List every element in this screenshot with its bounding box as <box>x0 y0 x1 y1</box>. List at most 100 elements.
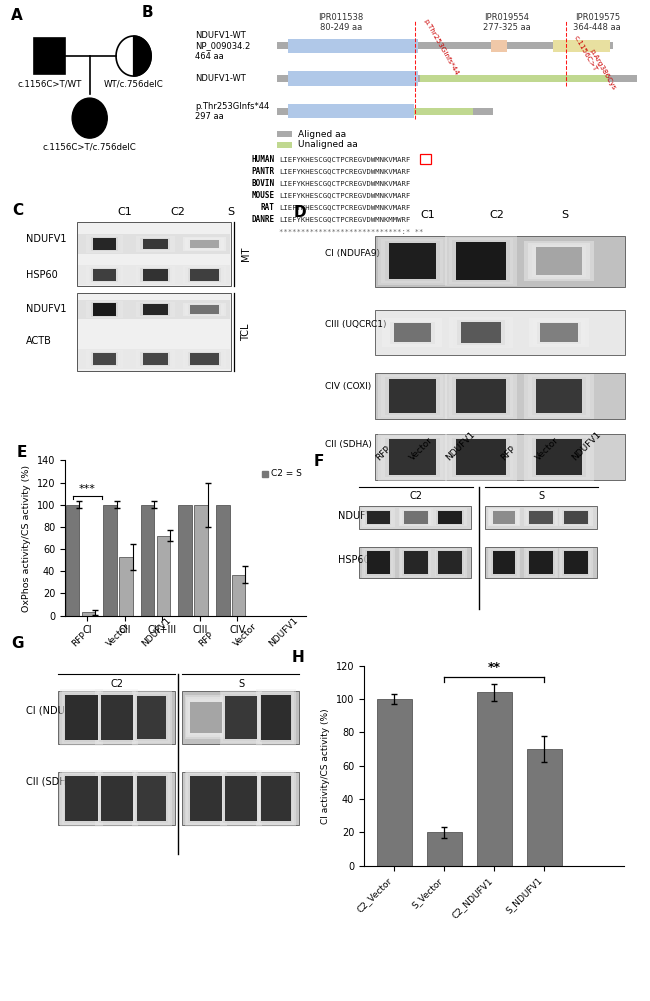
Text: RAT: RAT <box>261 203 274 212</box>
Text: NDUFV1: NDUFV1 <box>338 512 378 522</box>
Text: LIEFYKHESCGQCTPCREGVDWMNKVMARF: LIEFYKHESCGQCTPCREGVDWMNKVMARF <box>279 180 410 186</box>
Bar <box>141 505 155 616</box>
Bar <box>58 773 175 825</box>
Text: C: C <box>13 203 24 218</box>
Bar <box>529 318 589 347</box>
Text: c.1156C>T/c.756delC: c.1156C>T/c.756delC <box>43 142 136 151</box>
Bar <box>86 350 123 367</box>
Bar <box>89 267 120 283</box>
Bar <box>437 550 463 576</box>
Bar <box>187 698 226 738</box>
Bar <box>364 509 393 526</box>
Bar <box>359 506 471 529</box>
Bar <box>526 749 562 866</box>
Bar <box>86 235 123 253</box>
Bar <box>400 549 431 577</box>
Bar <box>222 772 261 825</box>
Bar <box>256 770 296 828</box>
Bar <box>140 351 170 366</box>
Bar <box>525 509 558 527</box>
Bar <box>188 268 222 282</box>
Bar <box>132 770 172 828</box>
Bar <box>457 320 505 344</box>
Y-axis label: CI activity/CS activity (%): CI activity/CS activity (%) <box>321 708 330 824</box>
Bar <box>138 302 172 316</box>
Text: C1: C1 <box>421 210 436 220</box>
Text: TCL: TCL <box>240 323 250 340</box>
Text: c.1156C>T/WT: c.1156C>T/WT <box>17 79 81 88</box>
Bar <box>190 702 222 733</box>
Bar <box>435 549 465 577</box>
Bar <box>562 511 590 525</box>
Bar <box>359 548 471 579</box>
Bar <box>136 350 175 367</box>
Bar <box>375 235 625 286</box>
Text: C2: C2 <box>170 207 185 217</box>
Bar <box>86 266 123 283</box>
Bar <box>529 552 553 575</box>
Bar <box>179 505 192 616</box>
Bar <box>78 299 230 319</box>
Bar <box>378 434 447 480</box>
Text: p.Arg386Cys: p.Arg386Cys <box>588 48 617 91</box>
Bar <box>183 237 226 251</box>
Text: C2: C2 <box>410 491 422 502</box>
Bar <box>97 691 136 744</box>
Bar <box>528 511 555 525</box>
Bar <box>389 379 436 413</box>
Bar <box>491 511 517 525</box>
Text: DANRE: DANRE <box>252 215 274 224</box>
Bar <box>532 377 586 415</box>
Bar <box>526 549 556 577</box>
Bar <box>448 238 514 284</box>
Bar <box>493 552 515 575</box>
Bar <box>536 439 582 475</box>
Bar <box>78 234 230 254</box>
Text: IPR019554
277-325 aa: IPR019554 277-325 aa <box>483 13 530 32</box>
Bar <box>140 238 170 250</box>
Bar <box>452 377 510 415</box>
Bar <box>183 773 300 825</box>
Bar <box>390 321 435 343</box>
Bar <box>101 695 133 740</box>
Bar <box>452 437 510 477</box>
Bar <box>367 511 389 525</box>
Text: MT: MT <box>240 246 250 261</box>
Bar <box>89 236 120 252</box>
Text: C2: C2 <box>489 210 504 220</box>
Bar <box>382 318 442 347</box>
Text: PANTR: PANTR <box>252 167 274 176</box>
Bar <box>77 293 231 371</box>
Bar <box>66 505 79 616</box>
Text: NDUFV1: NDUFV1 <box>26 304 66 314</box>
Bar <box>288 104 414 118</box>
Text: LIEFYKHESCGQCTPCREGVDWMNKMMWRF: LIEFYKHESCGQCTPCREGVDWMNKMMWRF <box>279 216 410 222</box>
Bar <box>402 511 430 525</box>
Text: Vector: Vector <box>232 622 259 648</box>
Bar <box>142 304 168 315</box>
Text: NDUFV1-WT
NP_009034.2
464 aa: NDUFV1-WT NP_009034.2 464 aa <box>195 31 250 60</box>
Bar <box>553 40 610 52</box>
Text: NDUFV1: NDUFV1 <box>569 429 603 462</box>
Text: Vector: Vector <box>534 435 561 462</box>
Text: ACTB: ACTB <box>26 336 52 346</box>
Bar <box>525 434 593 480</box>
Text: p.Thr253GInfs*44: p.Thr253GInfs*44 <box>422 18 460 77</box>
Bar <box>435 510 465 526</box>
Text: CI (NDUFA9): CI (NDUFA9) <box>325 249 380 258</box>
Bar <box>66 777 98 821</box>
Text: HSP60: HSP60 <box>338 555 370 565</box>
Bar <box>450 316 512 348</box>
Text: CIV (COXI): CIV (COXI) <box>325 381 371 390</box>
Bar <box>364 549 393 577</box>
Text: NDUFV1: NDUFV1 <box>267 616 300 648</box>
Bar <box>91 237 118 251</box>
Bar <box>66 695 98 740</box>
Text: NDUFV1: NDUFV1 <box>444 429 476 462</box>
Bar <box>190 352 219 365</box>
Bar <box>94 238 116 250</box>
Text: WT/c.756delC: WT/c.756delC <box>104 79 163 88</box>
Bar <box>138 267 172 283</box>
Bar <box>400 510 431 526</box>
Bar <box>564 552 588 575</box>
